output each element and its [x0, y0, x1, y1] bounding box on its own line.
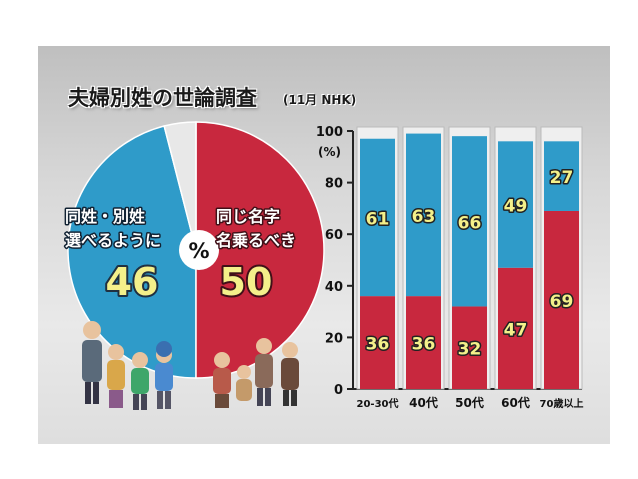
- x-category-label: 20-30代: [357, 397, 399, 410]
- bar-segment-choose: [452, 136, 487, 307]
- person-figure: [255, 338, 273, 406]
- x-category-label: 70歳以上: [540, 397, 584, 410]
- bar-data-label: 32: [458, 340, 482, 360]
- bar-segment-same-name: [544, 210, 579, 389]
- pie-slice-choose: [67, 125, 197, 379]
- bar-segment-choose: [406, 133, 441, 297]
- y-tick-label: 40: [325, 280, 343, 295]
- person-figure: [131, 352, 149, 410]
- bar-data-label: 66: [458, 213, 482, 233]
- person-figure: [107, 344, 125, 408]
- bar-data-label: 69: [550, 292, 574, 312]
- y-tick-label: 60: [325, 228, 343, 243]
- pie-label-same-line2: 名乗るべき: [216, 231, 296, 250]
- bar-data-label: 63: [412, 207, 436, 227]
- bar-data-label: 27: [550, 168, 574, 188]
- pie-slice-same-name: [195, 121, 325, 379]
- pie-label-choose-line1: 同姓・別姓: [65, 207, 145, 226]
- people-illustration-right: [213, 338, 299, 408]
- person-figure: [236, 365, 252, 401]
- x-category-label: 50代: [455, 395, 484, 410]
- bar-segment-same-name: [406, 296, 441, 389]
- bar-segment-same-name: [360, 296, 395, 389]
- x-category-label: 60代: [501, 395, 530, 410]
- pie-center-circle: [179, 230, 219, 270]
- pie-slice-remainder: [163, 121, 197, 251]
- pie-label-same-line1: 同じ名字: [216, 207, 280, 226]
- bar-data-label: 49: [504, 197, 528, 217]
- bar-segment-same-name: [498, 267, 533, 389]
- stacked-bar-chart: (%) 0 20 40 60 80 100 36 61 20-30代 36 63 40代 32 66 50代…: [316, 125, 584, 410]
- pie-value-choose: 46: [106, 260, 159, 304]
- chart-subtitle: (11月 NHK): [283, 93, 357, 107]
- people-illustration-left: [82, 321, 173, 410]
- pie-label-choose-line2: 選べるように: [65, 231, 161, 250]
- bar-segment-choose: [498, 141, 533, 268]
- bar-data-label: 47: [504, 320, 528, 340]
- chart-title: 夫婦別姓の世論調査: [68, 86, 257, 110]
- y-tick-label: 20: [325, 331, 343, 346]
- bar-segment-choose: [544, 141, 579, 211]
- bar-data-label: 36: [366, 335, 390, 355]
- pie-chart: % 同姓・別姓 選べるように 46 同じ名字 名乗るべき 50: [64, 121, 325, 379]
- y-axis-unit: (%): [318, 145, 341, 159]
- bar-data-label: 61: [366, 209, 390, 229]
- pie-value-same: 50: [220, 260, 273, 304]
- y-tick-label: 0: [334, 383, 343, 398]
- x-category-label: 40代: [409, 395, 438, 410]
- person-figure: [155, 341, 173, 409]
- bar-data-label: 36: [412, 335, 436, 355]
- bar-segment-choose: [360, 138, 395, 297]
- person-figure: [213, 352, 231, 408]
- y-tick-label: 80: [325, 177, 343, 192]
- y-tick-label: 100: [316, 125, 343, 140]
- person-figure: [281, 342, 299, 406]
- person-figure: [82, 321, 102, 404]
- bar-segment-same-name: [452, 306, 487, 389]
- pie-center-label: %: [188, 239, 209, 263]
